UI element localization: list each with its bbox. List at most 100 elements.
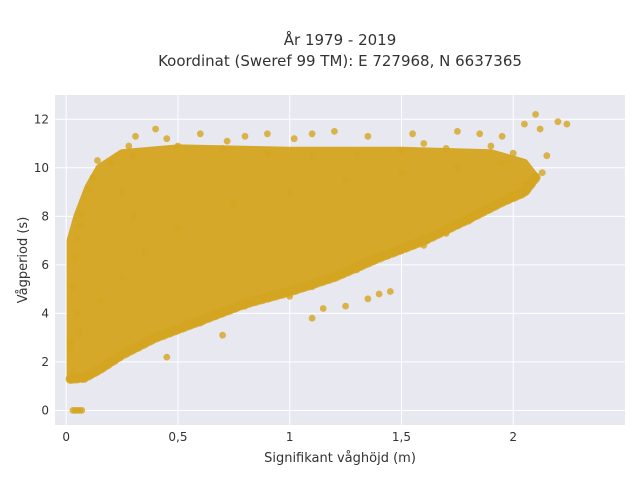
x-tick-label: 1,5 <box>392 430 411 444</box>
scatter-point <box>498 159 506 167</box>
scatter-point <box>398 169 405 177</box>
scatter-point <box>219 145 227 152</box>
scatter-point <box>107 159 115 167</box>
scatter-point <box>152 125 160 133</box>
scatter-point <box>353 149 361 157</box>
y-tick-label: 12 <box>34 112 49 126</box>
scatter-point <box>442 229 450 237</box>
chart-title-line-1: År 1979 - 2019 <box>284 30 397 49</box>
scatter-point <box>174 225 182 232</box>
scatter-point <box>85 186 92 194</box>
scatter-point <box>69 368 77 375</box>
scatter-point <box>219 331 227 339</box>
scatter-point <box>487 205 495 213</box>
scatter-point <box>375 290 383 298</box>
scatter-point <box>563 120 571 128</box>
y-axis-title: Vågperiod (s) <box>16 217 31 304</box>
scatter-point <box>80 375 88 383</box>
scatter-point <box>375 254 383 261</box>
scatter-point <box>319 305 327 312</box>
scatter-point <box>74 310 81 317</box>
x-axis-title: Signifikant våghöjd (m) <box>264 451 416 466</box>
scatter-point <box>69 283 77 291</box>
scatter-point <box>290 135 298 143</box>
y-tick-label: 10 <box>34 161 49 175</box>
chart-title-line-2: Koordinat (Sweref 99 TM): E 727968, N 66… <box>158 52 522 70</box>
scatter-point <box>308 314 316 322</box>
scatter-point <box>465 217 472 225</box>
scatter-point <box>67 346 74 354</box>
scatter-point <box>89 370 97 378</box>
scatter-point <box>532 111 539 118</box>
scatter-point <box>538 169 546 177</box>
scatter-point <box>196 319 204 327</box>
scatter-point <box>174 327 182 334</box>
scatter-point <box>141 249 148 257</box>
scatter-point <box>308 152 316 160</box>
scatter-point <box>409 130 416 138</box>
scatter-point <box>398 246 405 254</box>
scatter-point <box>241 132 249 140</box>
x-axis-ticks: 0 0,5 1 1,5 2 <box>62 430 517 444</box>
scatter-point <box>76 329 83 337</box>
scatter-point <box>78 407 86 414</box>
scatter-point <box>442 145 450 152</box>
scatter-point <box>364 132 372 140</box>
scatter-point <box>353 266 361 274</box>
scatter-points <box>67 111 571 414</box>
scatter-point <box>219 310 227 317</box>
y-tick-label: 4 <box>41 306 49 320</box>
scatter-point <box>76 222 83 230</box>
scatter-point <box>94 157 101 164</box>
scatter-point <box>420 140 428 147</box>
scatter-point <box>364 295 372 303</box>
scatter-point <box>454 127 461 135</box>
scatter-point <box>67 339 74 346</box>
scatter-point <box>223 137 231 145</box>
scatter-point <box>129 344 137 351</box>
scatter-point <box>543 152 551 160</box>
scatter-point <box>554 118 562 126</box>
scatter-point <box>476 130 484 138</box>
scatter-point <box>125 142 133 150</box>
scatter-point <box>487 142 495 150</box>
scatter-point <box>163 353 171 361</box>
scatter-point <box>505 191 513 198</box>
scatter-point <box>132 132 139 140</box>
scatter-point <box>118 188 126 196</box>
scatter-point <box>129 212 137 220</box>
scatter-point <box>342 176 349 184</box>
scatter-point <box>118 273 126 281</box>
scatter-point <box>196 130 204 138</box>
scatter-point <box>536 125 544 133</box>
x-tick-label: 2 <box>509 430 517 444</box>
scatter-point <box>331 127 338 135</box>
scatter-point <box>163 135 171 143</box>
scatter-point <box>129 152 137 160</box>
x-tick-label: 1 <box>286 430 294 444</box>
y-tick-label: 8 <box>41 209 49 223</box>
scatter-point <box>286 293 294 300</box>
scatter-point <box>96 297 104 305</box>
scatter-point <box>521 181 528 189</box>
y-tick-label: 6 <box>41 258 49 272</box>
y-tick-label: 2 <box>41 355 49 369</box>
scatter-point <box>331 273 338 281</box>
scatter-point <box>264 295 271 303</box>
scatter-point <box>521 120 528 128</box>
scatter-point <box>398 147 405 155</box>
scatter-point <box>89 174 97 181</box>
scatter-point <box>286 188 294 196</box>
scatter-point <box>386 288 394 295</box>
scatter-point <box>498 132 506 140</box>
scatter-point <box>264 149 271 157</box>
scatter-point <box>264 130 271 138</box>
scatter-point <box>454 164 461 172</box>
x-tick-label: 0 <box>62 430 70 444</box>
scatter-point <box>308 130 316 138</box>
scatter-point <box>152 334 160 341</box>
scatter-point <box>107 358 115 366</box>
scatter-point <box>78 210 86 218</box>
